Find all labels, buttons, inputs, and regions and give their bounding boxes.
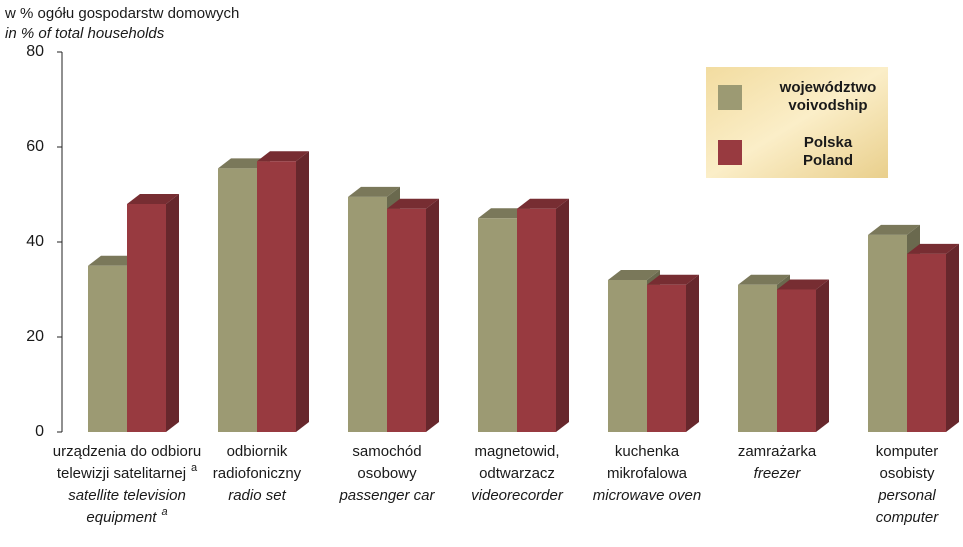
- y-axis-label: w % ogółu gospodarstw domowych: [4, 5, 239, 22]
- bar: [907, 253, 946, 432]
- y-axis-label-en: in % of total households: [5, 25, 165, 42]
- x-tick-label: odbiornik: [227, 443, 288, 460]
- x-tick-label: osobisty: [879, 465, 935, 482]
- y-tick-label: 0: [35, 423, 44, 440]
- x-tick-label-en: freezer: [754, 465, 802, 482]
- x-tick-label: urządzenia do odbioru: [53, 443, 201, 460]
- bar-side: [166, 194, 179, 432]
- bar-top: [517, 198, 569, 209]
- bar-top: [608, 270, 660, 280]
- x-tick-label-en: personal: [877, 487, 936, 504]
- bar-side: [816, 279, 829, 432]
- bar: [517, 208, 556, 432]
- x-tick-label-en: videorecorder: [471, 487, 564, 504]
- y-tick-label: 80: [26, 43, 44, 60]
- x-tick-label: zamrażarka: [738, 443, 817, 460]
- x-tick-label: kuchenka: [615, 443, 680, 460]
- bar: [738, 284, 777, 432]
- x-tick-label: osobowy: [357, 465, 417, 482]
- bar: [868, 234, 907, 432]
- legend-label-en: Poland: [803, 152, 853, 169]
- bar: [257, 161, 296, 432]
- bar-side: [686, 274, 699, 432]
- legend-swatch: [718, 140, 742, 165]
- x-tick-label: telewizji satelitarnej a: [57, 462, 198, 482]
- legend-label-en: voivodship: [788, 97, 867, 114]
- x-tick-label: komputer: [876, 443, 939, 460]
- bar-top: [387, 198, 439, 209]
- bar: [88, 265, 127, 432]
- bar-top: [647, 274, 699, 285]
- x-tick-label: samochód: [352, 443, 421, 460]
- bar-side: [296, 151, 309, 432]
- x-tick-label-en: computer: [876, 509, 940, 526]
- bar: [478, 218, 517, 432]
- y-tick-label: 40: [26, 233, 44, 250]
- bar: [127, 204, 166, 432]
- y-tick-label: 20: [26, 328, 44, 345]
- bar-top: [738, 274, 790, 285]
- x-tick-label-en: equipment a: [86, 506, 167, 526]
- bar-top: [348, 186, 400, 197]
- x-tick-label-en: passenger car: [338, 487, 435, 504]
- bar: [777, 289, 816, 432]
- legend-label: województwo: [779, 79, 877, 96]
- legend-label: Polska: [804, 134, 853, 151]
- bar-side: [556, 198, 569, 432]
- bar: [608, 280, 647, 432]
- bar: [647, 284, 686, 432]
- x-tick-label-en: microwave oven: [593, 487, 701, 504]
- bar: [218, 168, 257, 432]
- bar: [348, 196, 387, 432]
- x-tick-label: radiofoniczny: [213, 465, 302, 482]
- bar: [387, 208, 426, 432]
- legend-swatch: [718, 85, 742, 110]
- x-tick-label-en: satellite television: [68, 487, 186, 504]
- bar-top: [127, 194, 179, 204]
- x-tick-label: magnetowid,: [474, 443, 559, 460]
- bar-top: [257, 151, 309, 162]
- note-mark: a: [191, 462, 198, 474]
- bar-top: [907, 243, 959, 254]
- bar-side: [426, 198, 439, 432]
- x-tick-label-en: radio set: [228, 487, 286, 504]
- x-tick-label: mikrofalowa: [607, 465, 688, 482]
- note-mark: a: [161, 506, 167, 518]
- x-tick-label: odtwarzacz: [479, 465, 555, 482]
- bar-top: [868, 224, 920, 235]
- bar-side: [946, 243, 959, 432]
- y-tick-label: 60: [26, 138, 44, 155]
- bar-top: [777, 279, 829, 290]
